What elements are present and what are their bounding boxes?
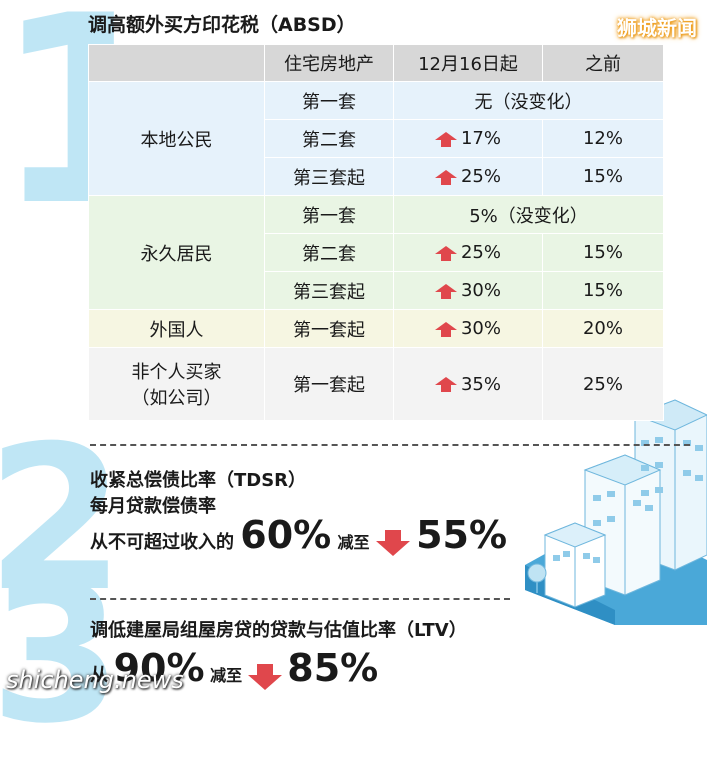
new-rate-cell: 25% — [393, 157, 543, 196]
header-cell: 之前 — [542, 44, 664, 82]
tdsr-change: 从不可超过收入的 60% 减至 55% — [90, 516, 507, 556]
new-rate-cell: 30% — [393, 271, 543, 310]
ltv-mid: 减至 — [210, 666, 243, 685]
property-cell: 第一套起 — [264, 309, 394, 348]
old-rate-cell: 12% — [542, 119, 664, 158]
group-entity: 非个人买家 （如公司） — [88, 347, 265, 421]
table-row: 第三套起 30% 15% — [89, 271, 664, 310]
group-pr: 永久居民 — [88, 195, 265, 310]
watermark-top: 狮城新闻 — [617, 16, 697, 40]
ltv-from: 90% — [113, 646, 205, 690]
new-rate-cell: 25% — [393, 233, 543, 272]
property-cell: 第三套起 — [264, 271, 394, 310]
group-entity-line2: （如公司） — [131, 388, 222, 409]
tdsr-prefix: 从不可超过收入的 — [90, 532, 234, 553]
property-cell: 第二套 — [264, 233, 394, 272]
new-rate-cell: 17% — [393, 119, 543, 158]
table-row: 外国人 第一套起 30% 20% — [88, 309, 664, 348]
old-rate-cell: 15% — [542, 157, 664, 196]
property-cell: 第一套 — [264, 81, 394, 120]
divider-2 — [90, 598, 510, 600]
group-entity-line1: 非个人买家 — [131, 362, 222, 383]
merged-rate-cell: 5%（没变化） — [393, 195, 664, 234]
table-row: 永久居民 第一套 5%（没变化） — [88, 195, 664, 310]
absd-table: 住宅房地产 12月16日起 之前 本地公民 第一套 无（没变化） 第二套 17%… — [88, 44, 664, 421]
down-arrow-icon — [247, 663, 282, 690]
watermark-bottom: shicheng.news — [6, 666, 184, 694]
tdsr-mid: 减至 — [337, 533, 370, 552]
up-arrow-icon — [434, 169, 457, 185]
table-row: 第二套 17% 12% — [89, 119, 664, 158]
header-cell — [88, 44, 265, 82]
divider-1 — [90, 444, 690, 446]
down-arrow-icon — [375, 530, 410, 556]
new-rate-cell: 30% — [393, 309, 543, 348]
ltv-title: 调低建屋局组屋房贷的贷款与估值比率（LTV） — [90, 620, 467, 641]
table-row: 非个人买家 （如公司） 第一套起 35% 25% — [88, 347, 664, 421]
tdsr-section: 收紧总偿债比率（TDSR） 每月贷款偿债率 从不可超过收入的 60% 减至 55… — [90, 468, 507, 556]
group-foreigner: 外国人 — [88, 309, 265, 348]
property-cell: 第二套 — [264, 119, 394, 158]
up-arrow-icon — [434, 321, 457, 337]
up-arrow-icon — [434, 377, 457, 392]
group-citizen: 本地公民 — [88, 81, 265, 196]
old-rate-cell: 15% — [542, 233, 664, 272]
ltv-to: 85% — [287, 646, 379, 690]
table-row: 第三套起 25% 15% — [89, 157, 664, 196]
old-rate-cell: 20% — [542, 309, 664, 348]
property-cell: 第三套起 — [264, 157, 394, 196]
header-cell: 12月16日起 — [393, 44, 543, 82]
ltv-prefix: 从 — [90, 665, 108, 686]
old-rate-cell: 25% — [542, 347, 664, 421]
property-cell: 第一套 — [264, 195, 394, 234]
tdsr-title: 收紧总偿债比率（TDSR） — [90, 470, 307, 491]
up-arrow-icon — [434, 131, 457, 147]
table-row: 第二套 25% 15% — [89, 233, 664, 272]
city-buildings-illustration — [525, 399, 707, 625]
table-row: 本地公民 第一套 无（没变化） — [88, 81, 664, 196]
absd-title: 调高额外买方印花税（ABSD） — [88, 14, 356, 36]
table-header-row: 住宅房地产 12月16日起 之前 — [88, 44, 664, 82]
ltv-change: 从 90% 减至 85% — [90, 646, 378, 690]
tdsr-subtitle: 每月贷款偿债率 — [90, 496, 216, 517]
property-cell: 第一套起 — [264, 347, 394, 421]
up-arrow-icon — [434, 283, 457, 299]
new-rate-cell: 35% — [393, 347, 543, 421]
section-number-2: 2 — [0, 403, 126, 636]
old-rate-cell: 15% — [542, 271, 664, 310]
tdsr-to: 55% — [416, 513, 508, 557]
merged-rate-cell: 无（没变化） — [393, 81, 664, 120]
header-cell: 住宅房地产 — [264, 44, 394, 82]
up-arrow-icon — [434, 245, 457, 261]
tdsr-from: 60% — [240, 513, 332, 557]
